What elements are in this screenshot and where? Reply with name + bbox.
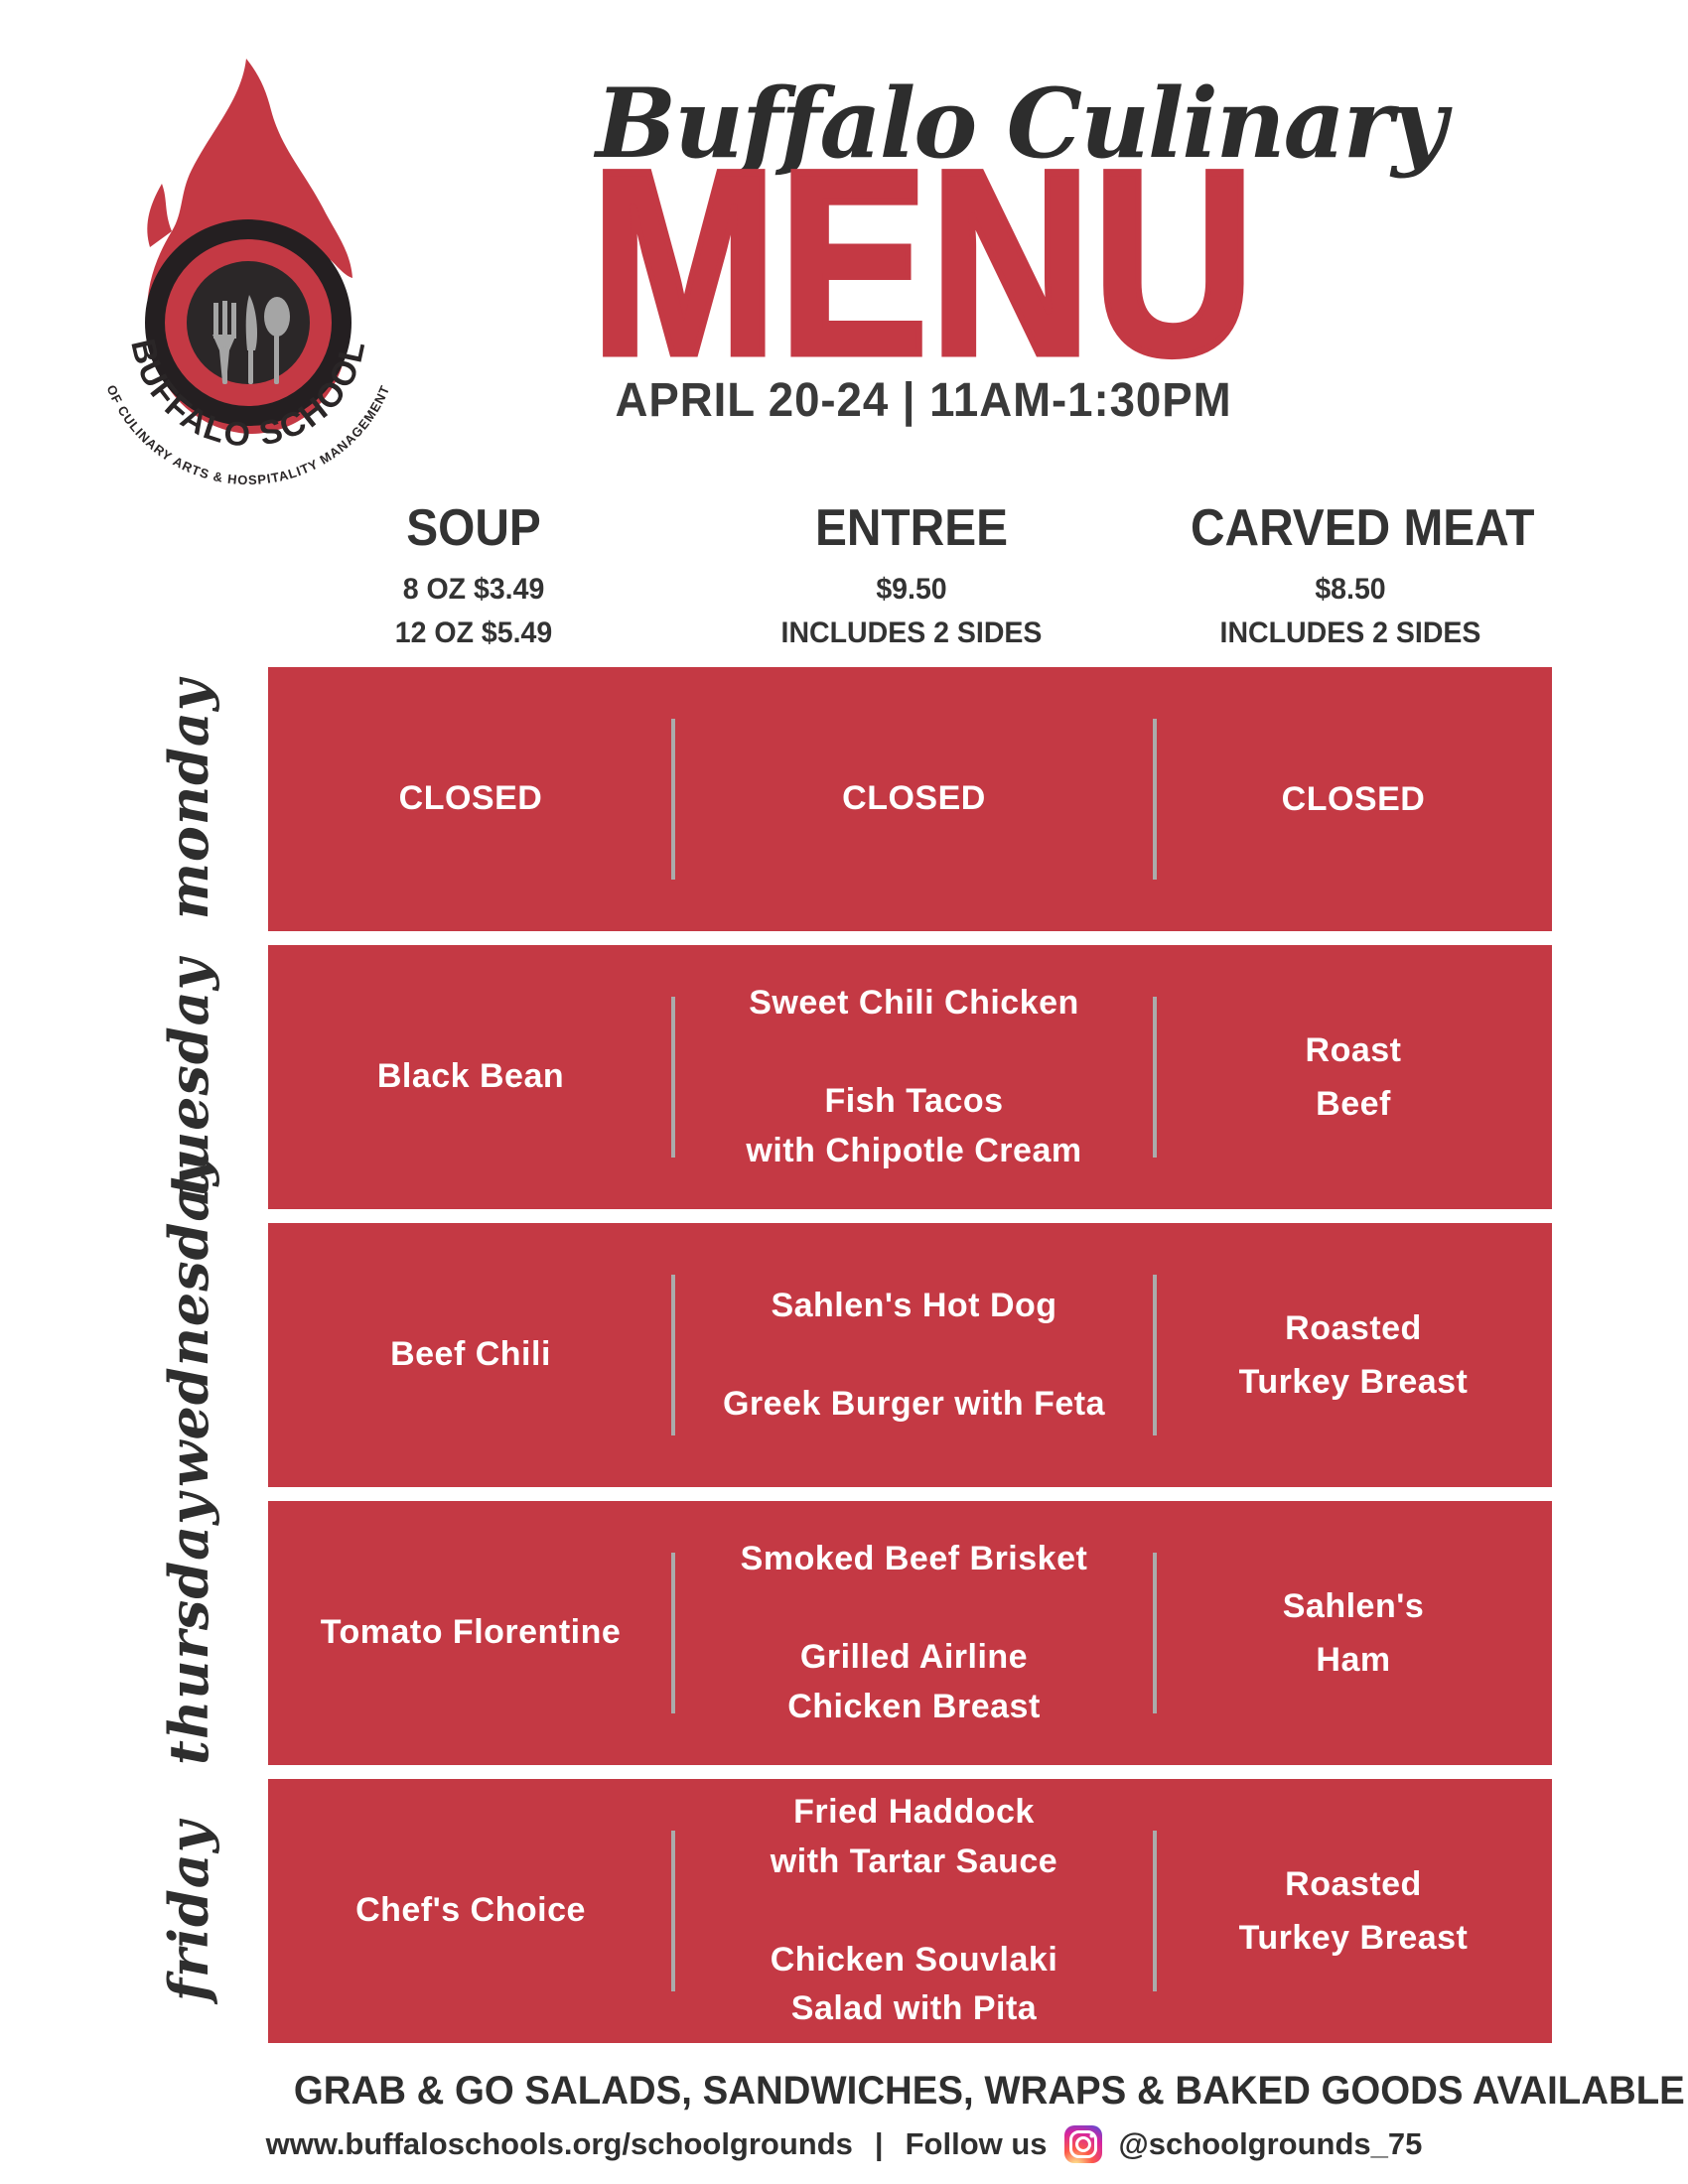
day-label-friday: friday	[157, 1820, 220, 2002]
day-row-monday: CLOSED CLOSED CLOSED	[268, 667, 1552, 931]
menu-item: Roasted Turkey Breast	[1238, 1308, 1469, 1401]
menu-item: Chef's Choice	[355, 1891, 586, 1930]
column-header-carved-meat: CARVED MEAT $8.50 INCLUDES 2 SIDES	[1177, 498, 1535, 654]
follow-us-label: Follow us	[905, 2126, 1048, 2161]
menu-cell-soup: Tomato Florentine	[268, 1501, 673, 1765]
plate-ring-icon	[145, 219, 352, 426]
column-pricing: $8.50 INCLUDES 2 SIDES	[1186, 568, 1516, 654]
menu-cell-carved-meat: Sahlen's Ham	[1155, 1501, 1552, 1765]
price-line: INCLUDES 2 SIDES	[1219, 615, 1481, 649]
menu-item: Tomato Florentine	[320, 1613, 622, 1652]
price-line: $8.50	[1315, 573, 1386, 606]
menu-item: CLOSED	[842, 779, 986, 818]
pipe-separator: |	[874, 2126, 884, 2161]
column-title: SOUP	[406, 499, 541, 557]
price-line: INCLUDES 2 SIDES	[780, 615, 1043, 649]
footer-links: www.buffaloschools.org/schoolgrounds | F…	[0, 2124, 1688, 2164]
column-divider	[671, 719, 675, 880]
school-logo: BUFFALO SCHOOL OF CULINARY ARTS & HOSPIT…	[103, 59, 392, 487]
column-pricing: 8 OZ $3.49 12 OZ $5.49	[333, 568, 616, 654]
menu-item: Smoked Beef Brisket	[740, 1540, 1088, 1578]
fork-icon	[212, 301, 236, 384]
menu-item: Greek Burger with Feta	[722, 1385, 1106, 1423]
menu-item: Sahlen's Hot Dog	[771, 1286, 1057, 1324]
menu-item: Black Bean	[376, 1057, 565, 1096]
menu-item: CLOSED	[1281, 779, 1426, 818]
menu-cell-entree: Sahlen's Hot Dog Greek Burger with Feta	[673, 1223, 1155, 1487]
column-divider	[1153, 1831, 1157, 1991]
menu-cell-soup: CLOSED	[268, 667, 673, 931]
instagram-handle: @schoolgrounds_75	[1118, 2126, 1423, 2161]
column-header-entree: ENTREE $9.50 INCLUDES 2 SIDES	[763, 498, 1060, 654]
day-row-wednesday: Beef Chili Sahlen's Hot Dog Greek Burger…	[268, 1223, 1552, 1487]
day-row-tuesday: Black Bean Sweet Chili Chicken Fish Taco…	[268, 945, 1552, 1209]
menu-cell-soup: Chef's Choice	[268, 1779, 673, 2043]
day-row-thursday: Tomato Florentine Smoked Beef Brisket Gr…	[268, 1501, 1552, 1765]
column-divider	[1153, 719, 1157, 880]
column-divider	[1153, 1275, 1157, 1435]
menu-item: Sahlen's Ham	[1282, 1586, 1425, 1679]
menu-cell-carved-meat: Roasted Turkey Breast	[1155, 1223, 1552, 1487]
knife-icon	[245, 295, 257, 384]
column-title: CARVED MEAT	[1191, 499, 1535, 557]
column-divider	[1153, 997, 1157, 1158]
menu-item: Sweet Chili Chicken	[749, 984, 1079, 1023]
day-row-friday: Chef's Choice Fried Haddock with Tartar …	[268, 1779, 1552, 2043]
price-line: 12 OZ $5.49	[394, 615, 553, 649]
menu-item: Fried Haddock with Tartar Sauce	[770, 1793, 1058, 1880]
menu-cell-entree: CLOSED	[673, 667, 1155, 931]
menu-item: Chicken Souvlaki Salad with Pita	[770, 1941, 1058, 2028]
price-line: $9.50	[876, 573, 947, 606]
menu-item: Grilled Airline Chicken Breast	[787, 1638, 1041, 1725]
price-line: 8 OZ $3.49	[402, 573, 545, 606]
column-divider	[671, 997, 675, 1158]
footer-daily-note: GRAB & GO SALADS, SANDWICHES, WRAPS & BA…	[293, 2069, 1688, 2113]
day-label-wednesday: wednesday	[157, 1154, 220, 1487]
spoon-icon	[264, 297, 290, 384]
menu-cell-carved-meat: Roast Beef	[1155, 945, 1552, 1209]
script-title: Buffalo Culinary	[596, 68, 1447, 180]
column-divider	[1153, 1553, 1157, 1713]
menu-cell-carved-meat: CLOSED	[1155, 667, 1552, 931]
column-divider	[671, 1275, 675, 1435]
column-title: ENTREE	[814, 499, 1009, 557]
menu-item: Fish Tacos with Chipotle Cream	[746, 1082, 1082, 1169]
column-pricing: $9.50 INCLUDES 2 SIDES	[771, 568, 1054, 654]
menu-cell-carved-meat: Roasted Turkey Breast	[1155, 1779, 1552, 2043]
menu-cell-entree: Smoked Beef Brisket Grilled Airline Chic…	[673, 1501, 1155, 1765]
column-header-soup: SOUP 8 OZ $3.49 12 OZ $5.49	[325, 498, 623, 654]
menu-item: Roasted Turkey Breast	[1238, 1864, 1469, 1957]
column-divider	[671, 1831, 675, 1991]
column-divider	[671, 1553, 675, 1713]
day-label-thursday: thursday	[157, 1492, 220, 1765]
menu-cell-soup: Black Bean	[268, 945, 673, 1209]
menu-cell-soup: Beef Chili	[268, 1223, 673, 1487]
menu-item: Beef Chili	[390, 1335, 551, 1374]
menu-item: Roast Beef	[1305, 1030, 1402, 1123]
menu-title: MENU	[588, 116, 1257, 410]
menu-item: CLOSED	[398, 779, 543, 818]
menu-cell-entree: Sweet Chili Chicken Fish Tacos with Chip…	[673, 945, 1155, 1209]
instagram-icon	[1063, 2125, 1102, 2163]
menu-cell-entree: Fried Haddock with Tartar Sauce Chicken …	[673, 1779, 1155, 2043]
schedule-line: APRIL 20-24 | 11AM-1:30PM	[615, 374, 1232, 427]
day-label-monday: monday	[157, 678, 220, 920]
website-link: www.buffaloschools.org/schoolgrounds	[265, 2126, 853, 2161]
